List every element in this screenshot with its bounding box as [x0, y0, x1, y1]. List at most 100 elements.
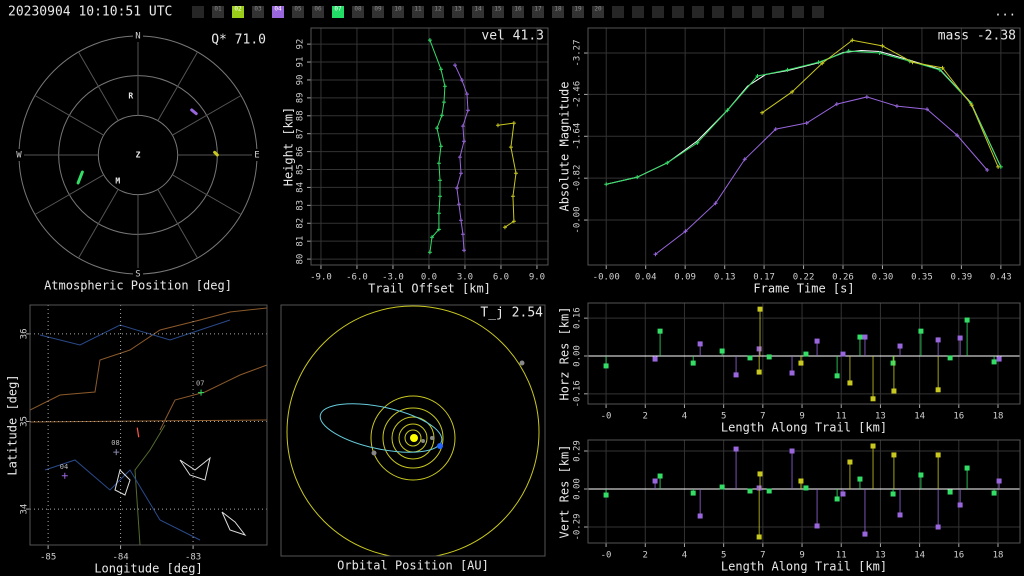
x-tick-label: -0	[601, 551, 612, 561]
residual-point	[935, 337, 941, 343]
camera-tile[interactable]	[292, 6, 304, 18]
sun	[410, 434, 418, 442]
camera-tile[interactable]	[352, 6, 364, 18]
residual-point	[891, 452, 897, 458]
camera-tile[interactable]	[472, 6, 484, 18]
point-marker	[429, 235, 434, 240]
residual-point	[857, 334, 863, 340]
direction-label: N	[135, 32, 140, 42]
residual-point	[957, 502, 963, 508]
residual-point	[690, 360, 696, 366]
planet	[371, 450, 377, 456]
camera-tile[interactable]	[332, 6, 344, 18]
camera-tile[interactable]	[252, 6, 264, 18]
y-tick-label: -2.46	[573, 81, 583, 108]
orbit-diagram	[286, 305, 540, 556]
residual-point	[603, 492, 609, 498]
point-marker	[816, 60, 821, 65]
camera-tile[interactable]	[532, 6, 544, 18]
residual-point	[918, 328, 924, 334]
point-marker	[427, 250, 432, 255]
annotation: T_j 2.54	[480, 306, 543, 321]
residual-point	[862, 334, 868, 340]
lake	[114, 456, 247, 536]
y-tick-label: -0.82	[573, 165, 583, 192]
camera-tile[interactable]	[312, 6, 324, 18]
point-marker	[760, 110, 765, 115]
residual-point	[652, 478, 658, 484]
point-marker	[508, 145, 513, 150]
residual-point	[964, 465, 970, 471]
y-tick-label: 89	[296, 92, 306, 103]
y-axis-label: Latitude [deg]	[6, 374, 20, 475]
residual-point	[847, 380, 853, 386]
camera-tile[interactable]	[492, 6, 504, 18]
direction-label: E	[254, 151, 259, 161]
earth	[437, 443, 443, 449]
residual-point	[756, 534, 762, 540]
menu[interactable]: ...	[994, 5, 1016, 19]
camera-tile[interactable]	[432, 6, 444, 18]
camera-tile[interactable]	[592, 6, 604, 18]
planet	[519, 360, 525, 366]
camera-tile[interactable]	[392, 6, 404, 18]
polar-spoke	[172, 95, 242, 136]
point-marker	[864, 94, 869, 99]
point-marker	[996, 164, 1001, 169]
point-marker	[460, 232, 465, 237]
y-tick-label: -0.29	[573, 513, 583, 540]
y-tick-label: 82	[296, 218, 306, 229]
camera-label: 01	[214, 6, 222, 13]
x-tick-label: 4	[682, 412, 687, 422]
y-tick-label: 83	[296, 200, 306, 211]
camera-tile[interactable]	[232, 6, 244, 18]
y-tick-label: 36	[20, 328, 30, 339]
point-marker	[653, 252, 658, 257]
timestamp: 20230904 10:10:51 UTC	[8, 5, 172, 20]
x-tick-label: 9	[799, 551, 804, 561]
camera-label: 15	[494, 6, 502, 13]
residual-point	[890, 360, 896, 366]
camera-tile[interactable]	[372, 6, 384, 18]
camera-slot	[712, 6, 724, 18]
polar-spoke	[172, 174, 242, 215]
residual-point	[834, 496, 840, 502]
station	[113, 449, 120, 456]
camera-label: 18	[554, 6, 562, 13]
camera-tile[interactable]	[552, 6, 564, 18]
x-tick-label: -9.0	[310, 273, 332, 283]
camera-label: 13	[454, 6, 462, 13]
residual-point	[719, 484, 725, 490]
camera-tile[interactable]	[512, 6, 524, 18]
residual-point	[733, 372, 739, 378]
camera-slot	[812, 6, 824, 18]
camera-slot	[752, 6, 764, 18]
point-marker	[695, 140, 700, 145]
x-tick-label: 16	[953, 412, 964, 422]
x-tick-label: 18	[993, 412, 1004, 422]
residual-point	[890, 491, 896, 497]
camera-tile[interactable]	[572, 6, 584, 18]
residual-point	[652, 356, 658, 362]
camera-tile[interactable]	[212, 6, 224, 18]
residual-point	[947, 355, 953, 361]
x-tick-label: -6.0	[346, 273, 368, 283]
camera-tile[interactable]	[452, 6, 464, 18]
camera-label: 12	[434, 6, 442, 13]
point-marker	[436, 211, 441, 216]
y-tick-label: 86	[296, 146, 306, 157]
river	[44, 459, 201, 541]
residual-point	[847, 459, 853, 465]
camera-tile[interactable]	[272, 6, 284, 18]
point-marker	[925, 107, 930, 112]
residual-point	[719, 348, 725, 354]
camera-label: 11	[414, 6, 422, 13]
camera-label: 07	[334, 6, 342, 13]
camera-tile[interactable]	[412, 6, 424, 18]
meteoroid-orbit	[319, 403, 443, 453]
state-border	[30, 307, 267, 411]
residual-point	[798, 360, 804, 366]
point-marker	[850, 38, 855, 43]
x-tick-label: 0.39	[951, 273, 973, 283]
